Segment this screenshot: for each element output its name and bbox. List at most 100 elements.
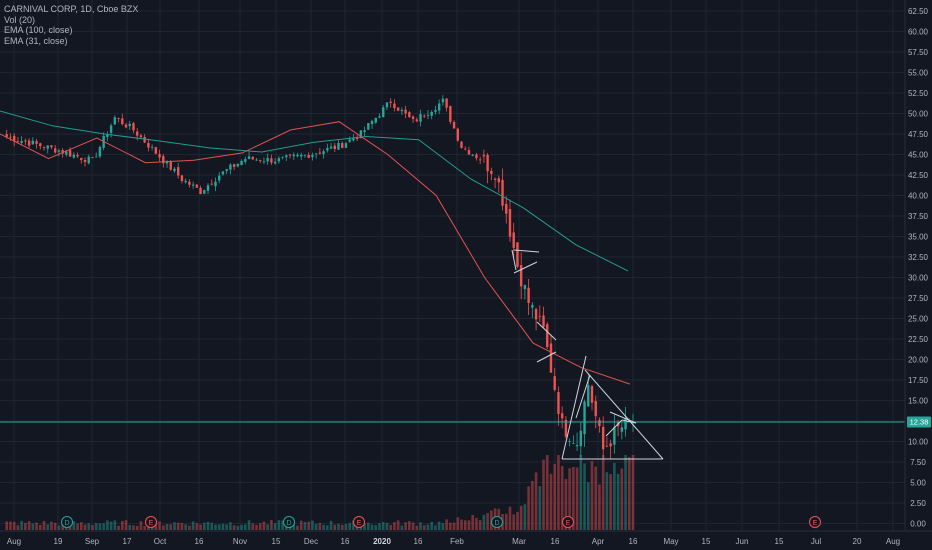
candle-body <box>262 161 266 163</box>
price-tag-label: 12.38 <box>910 417 929 426</box>
trendline[interactable] <box>513 249 540 253</box>
y-tick-label: 60.00 <box>908 28 929 37</box>
x-tick-label: 15 <box>702 537 711 546</box>
earnings-marker[interactable]: E <box>809 516 821 528</box>
candle-body <box>482 154 486 157</box>
trendline[interactable] <box>511 249 517 271</box>
candle-body <box>546 324 549 348</box>
candle-body <box>620 427 624 432</box>
volume-bar <box>598 484 601 530</box>
dividend-marker[interactable]: D <box>283 516 295 528</box>
volume-bars <box>5 455 635 530</box>
candle-body <box>199 187 202 195</box>
volume-bar <box>560 465 564 530</box>
chart-legend: CARNIVAL CORP, 1D, Cboe BZX Vol (20) EMA… <box>4 4 138 46</box>
volume-bar <box>322 524 325 530</box>
time-axis[interactable]: Aug 19 Sep 17 Oct 16 Nov 15 Dec 16 2020 16 Feb Mar 16 A… <box>7 537 900 546</box>
y-tick-label: 37.50 <box>908 212 929 221</box>
candle-body <box>322 151 325 155</box>
candle-body <box>180 175 184 182</box>
pattern-drawings[interactable] <box>511 249 664 460</box>
candle-body <box>460 141 463 148</box>
earnings-marker[interactable]: E <box>145 516 157 528</box>
y-tick-label: 45.00 <box>908 151 929 160</box>
candle-body <box>624 418 627 430</box>
candle-body <box>288 154 292 156</box>
legend-symbol[interactable]: CARNIVAL CORP, 1D, Cboe BZX <box>4 4 139 14</box>
earnings-marker[interactable]: E <box>353 516 365 528</box>
price-axis[interactable]: 62.50 60.00 57.50 55.00 52.50 50.00 47.50 45.00… <box>908 7 929 529</box>
candle-body <box>303 154 307 156</box>
volume-bar <box>109 521 113 530</box>
volume-bar <box>344 524 348 530</box>
dividend-marker-ring <box>61 516 73 528</box>
trendline[interactable] <box>561 355 587 460</box>
trendline[interactable] <box>584 369 664 460</box>
candle-body <box>240 160 243 165</box>
candle-body <box>184 180 187 183</box>
volume-bar <box>553 463 557 530</box>
y-tick-label: 5.00 <box>910 479 926 488</box>
candle-body <box>132 123 135 131</box>
volume-bar <box>143 525 146 530</box>
volume-bar <box>31 523 35 530</box>
volume-bar <box>318 522 322 530</box>
dividend-marker[interactable]: D <box>491 516 503 528</box>
volume-bar <box>445 519 448 530</box>
trendline[interactable] <box>513 261 538 274</box>
volume-bar <box>348 522 351 530</box>
volume-bar <box>296 525 299 530</box>
trendline[interactable] <box>536 321 557 341</box>
candle-body <box>91 156 94 158</box>
legend-volume[interactable]: Vol (20) <box>4 14 36 25</box>
trendline[interactable] <box>609 411 637 424</box>
candle-body <box>61 150 64 154</box>
candle-body <box>117 118 120 119</box>
y-tick-label: 62.50 <box>908 7 929 16</box>
volume-bar <box>16 525 20 530</box>
x-tick-label: Aug <box>886 537 900 546</box>
candle-body <box>147 142 150 148</box>
x-tick-label: Feb <box>450 537 464 546</box>
candle-body <box>411 116 415 119</box>
candle-body <box>344 143 348 148</box>
volume-bar <box>87 523 91 530</box>
volume-bar <box>314 523 318 530</box>
candle-body <box>113 117 117 125</box>
volume-bar <box>169 524 173 530</box>
candle-body <box>203 190 206 194</box>
trendline[interactable] <box>575 374 591 419</box>
candle-body <box>31 140 35 145</box>
y-tick-label: 32.50 <box>908 253 929 262</box>
volume-bar <box>609 474 612 530</box>
volume-bar <box>311 520 314 530</box>
candle-body <box>292 154 295 157</box>
candle-body <box>434 109 437 112</box>
dividend-marker[interactable]: D <box>61 516 73 528</box>
candle-body <box>169 161 172 170</box>
x-tick-label: Jul <box>811 537 821 546</box>
candle-body <box>564 419 568 437</box>
y-tick-label: 22.50 <box>908 335 929 344</box>
candle-body <box>400 109 404 112</box>
candle-body <box>236 163 240 167</box>
volume-bar <box>419 522 422 530</box>
volume-bar <box>512 514 516 530</box>
earnings-marker[interactable]: E <box>562 516 574 528</box>
volume-bar <box>396 520 400 530</box>
candle-body <box>139 135 143 138</box>
trendline[interactable] <box>621 419 637 424</box>
candle-body <box>121 118 124 125</box>
candle-body <box>188 181 191 185</box>
trendline[interactable] <box>536 351 557 363</box>
candle-body <box>68 150 72 157</box>
x-tick-label: 20 <box>853 537 862 546</box>
trendline[interactable] <box>605 419 623 437</box>
volume-bar <box>359 525 363 530</box>
volume-bar <box>35 522 38 530</box>
legend-ema-100[interactable]: EMA (100, close) <box>4 25 73 35</box>
ema-31-line <box>0 121 631 385</box>
legend-ema-31[interactable]: EMA (31, close) <box>4 35 68 46</box>
